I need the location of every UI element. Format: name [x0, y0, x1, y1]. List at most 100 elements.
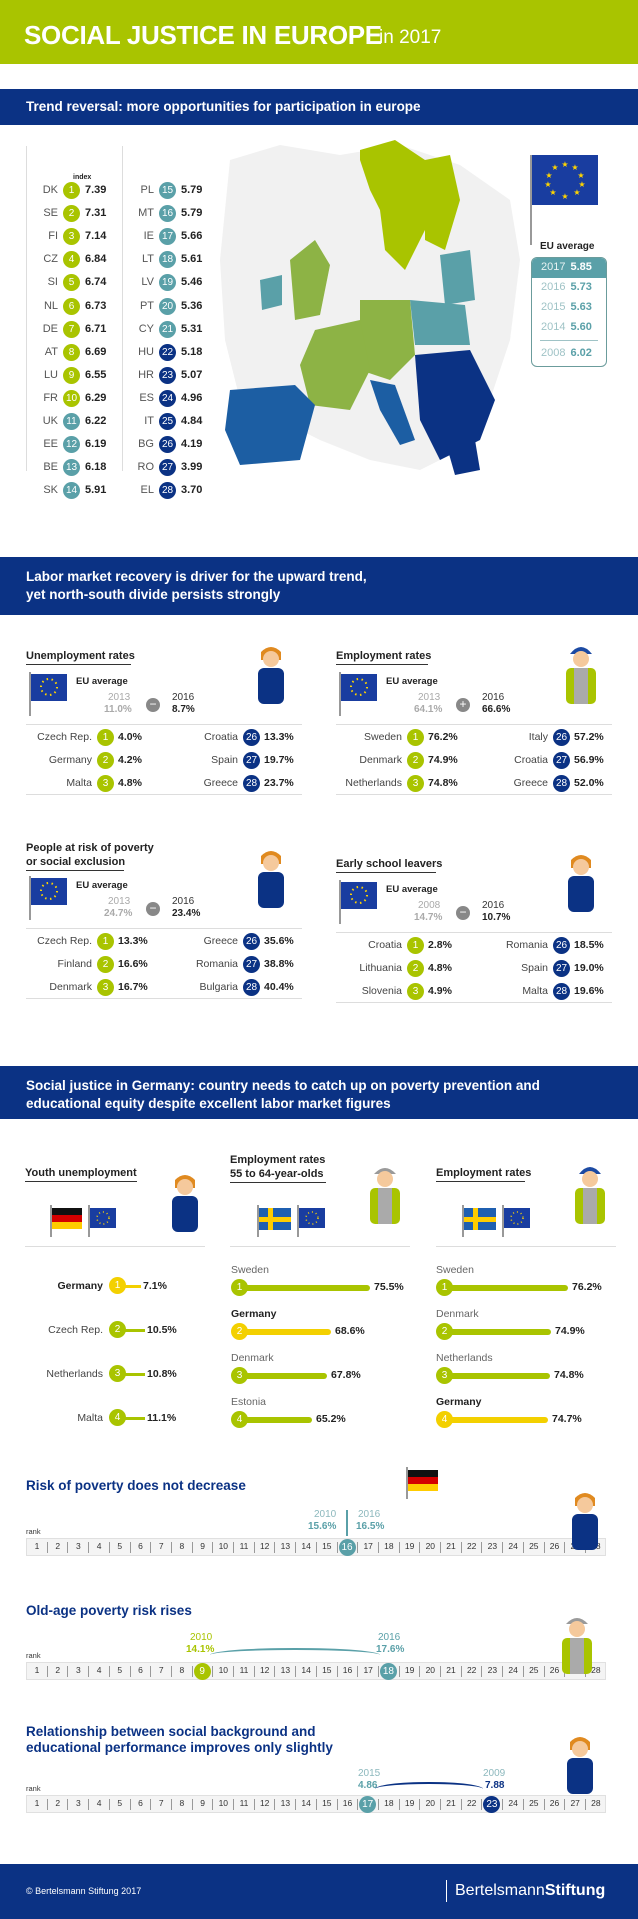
index-row: LU 9 6.55 [28, 366, 128, 390]
scale-tick: 18 [384, 1798, 394, 1808]
country-name: Malta [66, 777, 92, 789]
year-end: 2016 [172, 692, 195, 703]
scale-tick: 14 [301, 1798, 311, 1808]
change-arrow [345, 1510, 348, 1536]
country-name: Malta [522, 985, 548, 997]
tick-separator [212, 1799, 214, 1810]
rank-marker: 18 [379, 1663, 397, 1680]
tick-separator [543, 1542, 545, 1553]
index-value: 6.73 [85, 299, 107, 312]
scale-tick: 20 [425, 1665, 436, 1675]
index-row: IT 25 4.84 [124, 413, 224, 436]
eu-average-row: 2008 6.02 [541, 347, 592, 359]
scale-tick: 1 [34, 1798, 40, 1808]
eu-average-row: 2017 5.85 [541, 261, 592, 273]
rank-label: rank [26, 1651, 41, 1660]
rate-value: 74.9% [428, 754, 458, 766]
rank-badge: 2 [97, 955, 114, 973]
tick-separator [522, 1666, 524, 1677]
best-row: Sweden 1 76.2% [336, 728, 466, 746]
rank-marker: 16 [338, 1539, 356, 1556]
divider [26, 998, 302, 999]
scale-tick: 12 [259, 1798, 270, 1808]
country-code: BE [43, 461, 58, 474]
svg-text:★: ★ [549, 188, 556, 197]
old-age-poverty-title: Old-age poverty risk rises [26, 1603, 192, 1618]
tick-separator [419, 1542, 421, 1553]
rank-badge: 5 [63, 274, 80, 292]
map-region-greece [445, 440, 480, 475]
rank-badge: 3 [407, 774, 424, 792]
rank-badge: 1 [407, 936, 424, 954]
employment-rates-de-title: Employment rates [436, 1167, 532, 1179]
year-end: 2016 [172, 896, 195, 907]
best-row: Denmark 3 16.7% [26, 978, 156, 996]
eu-average-label: EU average [386, 884, 438, 895]
rank-badge: 15 [159, 182, 176, 199]
scale-tick: 14 [301, 1541, 311, 1551]
scale-tick: 5 [117, 1665, 123, 1675]
index-value: 7.31 [85, 207, 107, 220]
svg-text:★: ★ [573, 188, 580, 197]
scale-tick: 22 [466, 1541, 477, 1551]
scale-tick: 7 [158, 1665, 164, 1675]
tick-separator [377, 1666, 379, 1677]
rank-badge: 18 [159, 251, 176, 269]
scale-tick: 2 [55, 1798, 61, 1808]
index-row: LV 19 5.46 [124, 274, 224, 297]
index-row: MT 16 5.79 [124, 205, 224, 228]
scale-tick: 3 [76, 1798, 81, 1808]
tick-separator [212, 1542, 214, 1553]
map-region-iberia [225, 385, 315, 465]
tick-separator [274, 1799, 276, 1810]
pov-illustration [258, 851, 284, 908]
tick-separator [460, 1542, 462, 1553]
education-relation-title-line2: educational performance improves only sl… [26, 1740, 333, 1755]
scale-tick: 15 [322, 1665, 332, 1675]
index-value: 4.84 [181, 415, 203, 427]
tick-separator [481, 1542, 483, 1553]
page-header: SOCIAL JUSTICE IN EUROPE in 2017 [0, 0, 638, 64]
old-age-rank-scale: 1234567891011121314151617181920212223242… [26, 1662, 606, 1680]
tick-separator [212, 1666, 214, 1677]
country-name: Italy [528, 731, 548, 743]
tick-separator [150, 1666, 152, 1677]
tick-separator [522, 1799, 524, 1810]
value-start: 11.0% [104, 704, 132, 715]
rate-value: 19.7% [264, 754, 294, 766]
eu-flag-icon [29, 672, 67, 716]
tick-separator [67, 1542, 69, 1553]
rank-marker: 23 [483, 1796, 501, 1813]
country-name: Denmark [359, 754, 402, 766]
country-name: Greece [203, 777, 238, 789]
scale-tick: 19 [404, 1665, 415, 1675]
tick-separator [460, 1666, 462, 1677]
employment-55-64-title-line1: Employment rates [230, 1154, 326, 1166]
rate-value: 23.7% [264, 777, 294, 789]
scale-tick: 10 [218, 1798, 229, 1808]
flag-pole [530, 155, 532, 245]
index-row: UK 11 6.22 [28, 413, 128, 436]
tick-separator [233, 1666, 234, 1677]
country-name: Spain [211, 754, 238, 766]
rank-badge: 1 [63, 182, 80, 199]
rate-bar [125, 1417, 145, 1420]
rate-value: 11.1% [147, 1412, 177, 1424]
scale-tick: 26 [549, 1665, 560, 1675]
index-row: IE 17 5.66 [124, 228, 224, 251]
map-region-france [300, 320, 370, 410]
divider [336, 794, 612, 795]
worker-illustration [575, 1167, 605, 1224]
country-name: Czech Rep. [48, 1324, 103, 1336]
index-value: 4.96 [181, 391, 203, 404]
year-value-label: 2015 [358, 1768, 381, 1779]
scale-tick: 5 [117, 1541, 123, 1551]
section-1-band: Trend reversal: more opportunities for p… [0, 89, 638, 125]
country-name: Sweden [231, 1264, 269, 1276]
scale-tick: 18 [384, 1541, 394, 1551]
index-value: 5.31 [181, 322, 203, 335]
index-value: 5.46 [181, 276, 203, 289]
year-value-label: 2016 [358, 1509, 381, 1520]
eu-average-year: 2008 [541, 347, 566, 359]
divider [540, 340, 598, 341]
